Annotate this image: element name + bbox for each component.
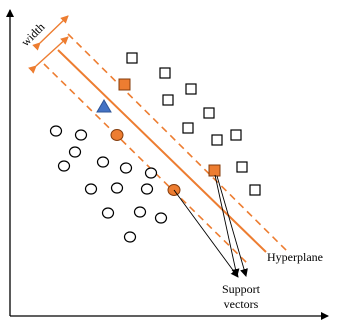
circle-icon (110, 182, 124, 194)
circle-icon (68, 146, 82, 158)
support-vectors-label-line2: vectors (224, 297, 259, 311)
square-icon (236, 161, 248, 173)
triangle-icon (96, 99, 112, 113)
square-icon (159, 67, 171, 79)
circle-icon (144, 167, 158, 179)
support-vectors-label-line1: Support (222, 282, 261, 296)
circle-icon (123, 231, 137, 243)
width-arrow-inner (28, 36, 69, 74)
filled-circle-icon (110, 129, 124, 141)
circle-icon (74, 129, 88, 141)
circle-icon (84, 183, 98, 195)
circle-icon (101, 207, 115, 219)
circle-icon (49, 125, 63, 137)
circle-icon (133, 206, 147, 218)
margin-lower-dashed-line (43, 63, 249, 265)
square-icon (230, 129, 242, 141)
pointer-arrow (173, 189, 239, 278)
square-icon (162, 94, 174, 106)
circle-icon (119, 162, 133, 174)
circle-icon (96, 156, 110, 168)
circle-icon (57, 160, 71, 172)
square-icon (249, 184, 261, 196)
filled-square-icon (208, 164, 221, 177)
square-icon (211, 134, 223, 146)
margin-upper-dashed-line (67, 33, 289, 253)
hyperplane-label: Hyperplane (267, 250, 323, 264)
square-icon (126, 52, 138, 64)
filled-square-icon (118, 78, 131, 91)
class-b-points (126, 52, 261, 196)
square-icon (203, 107, 215, 119)
pointer-arrow (214, 174, 240, 277)
circle-icon (154, 212, 168, 224)
square-icon (182, 122, 194, 134)
circle-icon (140, 183, 154, 195)
square-icon (185, 83, 197, 95)
class-a-points (49, 125, 168, 243)
width-label: width (18, 20, 47, 49)
hyperplane-line (57, 49, 267, 253)
pointer-arrow (216, 175, 248, 277)
